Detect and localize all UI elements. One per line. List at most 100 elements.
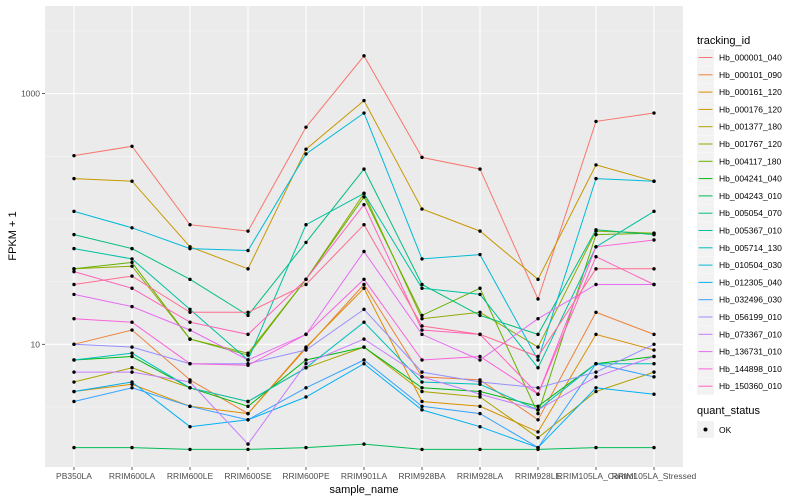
legend-label: Hb_001767_120: [719, 139, 782, 149]
data-point: [420, 282, 424, 287]
data-point: [478, 404, 482, 409]
data-point: [362, 362, 366, 366]
data-point: [304, 358, 308, 362]
data-point: [304, 345, 308, 349]
data-point: [130, 257, 134, 261]
data-point: [594, 370, 598, 374]
data-point: [72, 389, 76, 394]
data-point: [652, 445, 656, 450]
data-point: [362, 286, 366, 290]
data-point: [188, 307, 192, 312]
data-point: [420, 375, 424, 379]
data-point: [652, 342, 656, 347]
data-point: [478, 286, 482, 290]
data-point: [130, 380, 134, 384]
data-point: [130, 286, 134, 290]
data-point: [652, 282, 656, 287]
data-point: [72, 292, 76, 297]
data-point: [246, 363, 250, 368]
x-tick-label: RRIM600SE: [224, 471, 272, 481]
data-point: [478, 392, 482, 396]
data-point: [594, 282, 598, 287]
data-point: [130, 366, 134, 370]
data-point: [304, 125, 308, 129]
data-point: [130, 386, 134, 390]
data-point: [594, 232, 598, 237]
data-point: [652, 209, 656, 214]
data-point: [130, 226, 134, 230]
data-point: [246, 353, 250, 357]
data-point: [420, 328, 424, 332]
data-point: [362, 282, 366, 287]
data-point: [594, 119, 598, 124]
data-point: [594, 163, 598, 167]
x-axis-title: sample_name: [329, 484, 398, 496]
data-point: [594, 245, 598, 249]
data-point: [72, 232, 76, 237]
data-point: [420, 389, 424, 394]
data-point: [188, 222, 192, 227]
data-point: [362, 307, 366, 312]
data-point: [72, 342, 76, 347]
legend-label: Hb_000161_120: [719, 87, 782, 97]
data-point: [304, 395, 308, 399]
data-point: [304, 362, 308, 366]
data-point: [478, 252, 482, 257]
data-point: [420, 155, 424, 160]
data-point: [72, 209, 76, 214]
data-point: [652, 348, 656, 352]
data-point: [188, 447, 192, 452]
data-point: [72, 317, 76, 321]
data-point: [188, 404, 192, 409]
x-tick-label: RRIM105LA_Control: [557, 471, 636, 481]
data-point: [478, 167, 482, 171]
data-point: [362, 249, 366, 254]
data-point: [188, 425, 192, 429]
data-point: [362, 442, 366, 446]
data-point: [130, 445, 134, 450]
data-point: [536, 445, 540, 450]
data-point: [536, 408, 540, 412]
data-point: [188, 310, 192, 315]
data-point: [130, 370, 134, 374]
legend-label: Hb_144898_010: [719, 364, 782, 374]
data-point: [130, 274, 134, 278]
data-point: [536, 418, 540, 422]
data-point: [362, 54, 366, 58]
data-point: [594, 332, 598, 337]
legend: tracking_id Hb_000001_040 Hb_000101_090 Hb…: [697, 35, 782, 438]
data-point: [536, 404, 540, 409]
data-point: [594, 176, 598, 181]
data-point: [304, 240, 308, 245]
data-point: [420, 447, 424, 452]
legend-label: Hb_056199_010: [719, 312, 782, 322]
x-tick-label: RRIM928LE: [515, 471, 562, 481]
data-point: [478, 447, 482, 452]
data-point: [362, 320, 366, 324]
x-tick-label: RRIM600LE: [167, 471, 214, 481]
data-point: [362, 222, 366, 227]
data-point: [652, 354, 656, 359]
data-point: [246, 267, 250, 271]
legend-label: Hb_001377_180: [719, 122, 782, 132]
data-point: [246, 399, 250, 404]
data-point: [246, 442, 250, 446]
data-point: [420, 404, 424, 409]
grid-lines: [45, 6, 683, 467]
x-tick-label: RRIM928BA: [398, 471, 446, 481]
data-point: [130, 246, 134, 251]
data-point: [72, 380, 76, 384]
x-tick-label: RRIM105LA_Stressed: [612, 471, 697, 481]
data-point: [536, 332, 540, 337]
data-point: [652, 362, 656, 366]
data-point: [246, 418, 250, 422]
data-point: [304, 147, 308, 151]
data-point: [594, 375, 598, 379]
data-point: [420, 317, 424, 321]
data-point: [478, 310, 482, 315]
data-point: [130, 260, 134, 265]
legend-label: Hb_150360_010: [719, 381, 782, 391]
data-point: [478, 425, 482, 429]
data-point: [536, 366, 540, 370]
data-points: [72, 54, 656, 452]
